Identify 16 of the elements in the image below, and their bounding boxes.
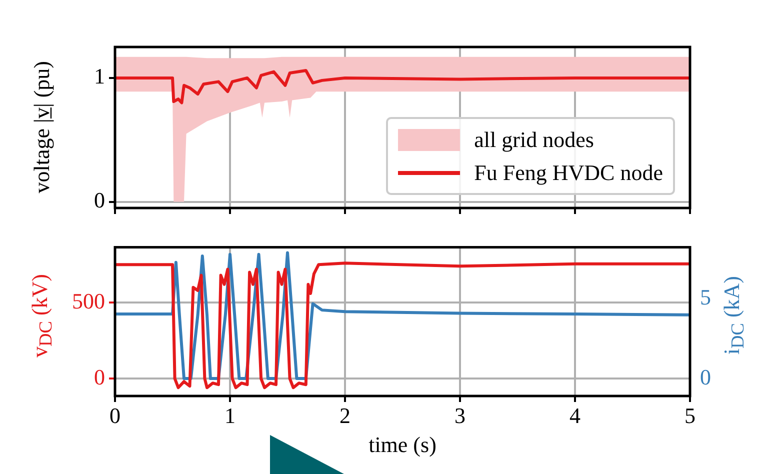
y2-tick-label: 5: [700, 284, 711, 310]
y-tick-label: 500: [72, 288, 105, 314]
legend-label: all grid nodes: [474, 126, 594, 152]
x-tick-label: 3: [454, 402, 466, 428]
y-tick-label: 0: [94, 188, 105, 213]
x-tick-label: 2: [340, 402, 350, 428]
y2-tick-label: 0: [700, 364, 711, 390]
y-tick-label: 1: [94, 64, 105, 89]
y-axis-title: voltage |v̲| (pu): [29, 61, 55, 194]
x-tick-label: 5: [684, 402, 696, 428]
x-tick-label: 1: [224, 402, 236, 428]
legend-label: Fu Feng HVDC node: [474, 160, 663, 186]
y-tick-label: 0: [94, 364, 105, 390]
x-tick-label: 4: [570, 402, 580, 428]
x-axis-title: time (s): [368, 432, 438, 458]
x-tick-label: 0: [110, 402, 120, 428]
